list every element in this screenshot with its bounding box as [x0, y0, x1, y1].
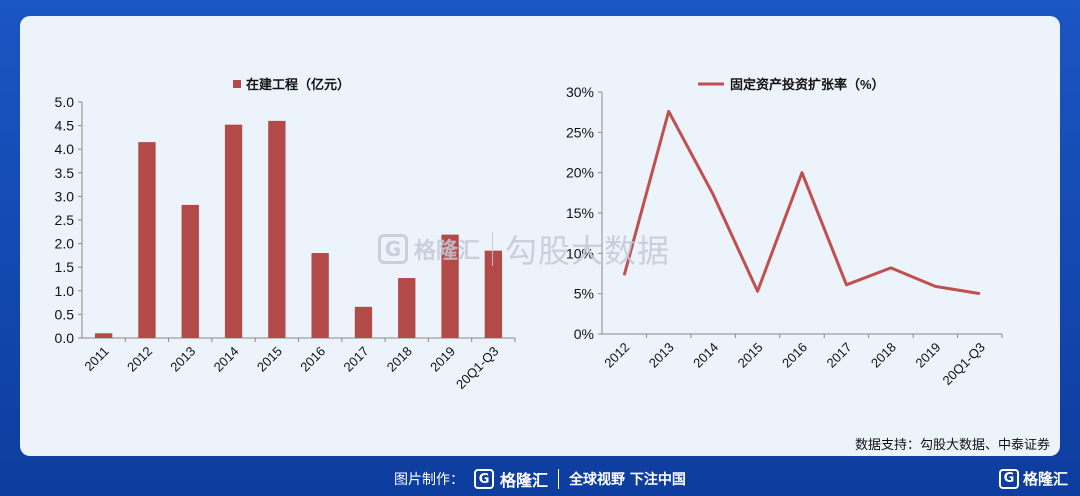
bar-2015 — [268, 120, 286, 338]
footer-logo-icon: G — [474, 469, 495, 489]
x-tick-label: 2013 — [646, 340, 677, 371]
y-tick-label: 4.0 — [55, 141, 75, 157]
x-tick-label: 2011 — [81, 344, 111, 374]
y-tick-label: 10% — [566, 245, 594, 261]
x-tick-label: 2017 — [824, 340, 855, 371]
line-chart: 0% 5% 10% 15% 20% 25% 30% 2012 2013 2014 2015 2016 2… — [566, 77, 1003, 388]
y-tick-label: 0.0 — [55, 330, 75, 346]
y-tick-label: 25% — [566, 124, 594, 140]
x-tick-label: 20Q1-Q3 — [939, 340, 987, 388]
bar-2016 — [311, 253, 329, 338]
x-tick-label: 2012 — [601, 340, 632, 371]
y-tick-label: 20% — [566, 165, 594, 181]
x-tick-label: 2013 — [167, 344, 198, 375]
watermark: G 格隆汇 勾股大数据 — [378, 226, 670, 272]
corner-brand: G 格隆汇 — [998, 468, 1068, 489]
y-tick-label: 30% — [566, 84, 594, 100]
bar-2014 — [224, 124, 243, 338]
data-point-2012 — [623, 274, 625, 276]
corner-logo-icon: G — [998, 468, 1019, 489]
x-tick-label: 2016 — [779, 340, 810, 371]
bar-2012 — [138, 142, 156, 338]
y-tick-label: 2.0 — [55, 236, 75, 252]
x-tick-label: 2015 — [735, 340, 766, 371]
x-tick-label: 2012 — [124, 344, 155, 375]
x-tick-label: 2017 — [341, 344, 372, 375]
data-point-2016 — [801, 172, 803, 174]
x-tick-label: 20Q1-Q3 — [453, 344, 501, 392]
data-point-2019 — [934, 285, 936, 287]
bar-2017 — [354, 306, 373, 338]
bar-chart: 0.0 0.5 1.0 1.5 2.0 2.5 3.0 3.5 4.0 4.5 5.0 2011 201… — [55, 77, 516, 392]
data-point-20Q1-Q3 — [979, 293, 981, 295]
legend-label: 固定资产投资扩张率（%） — [730, 77, 885, 92]
x-tick-label: 2018 — [384, 344, 415, 375]
source-note: 数据支持：勾股大数据、中泰证券 — [854, 438, 1050, 453]
series-line — [622, 109, 981, 296]
x-tick-label: 2014 — [211, 344, 242, 375]
watermark-brand: 格隆汇 — [414, 239, 481, 264]
y-tick-label: 0% — [574, 326, 594, 342]
corner-brand-text: 格隆汇 — [1022, 470, 1068, 488]
y-tick-label: 0.5 — [55, 306, 75, 322]
bar-20Q1-Q3 — [484, 250, 503, 338]
y-tick-label: 1.5 — [55, 259, 75, 275]
watermark-logo-icon: G — [378, 234, 408, 264]
data-point-2017 — [845, 284, 847, 286]
data-point-2014 — [712, 193, 714, 195]
y-tick-label: 4.5 — [55, 118, 75, 134]
bar-2013 — [181, 204, 199, 338]
x-tick-label: 2016 — [297, 344, 328, 375]
footer-brand: 格隆汇 — [500, 471, 549, 490]
x-tick-label: 2015 — [254, 344, 285, 375]
footer-slogan: 全球视野 下注中国 — [569, 472, 686, 488]
data-point-2015 — [757, 290, 759, 292]
y-tick-label: 5.0 — [55, 94, 75, 110]
watermark-divider — [492, 232, 494, 266]
footer-credit-label: 图片制作： — [394, 472, 465, 488]
x-tick-label: 2014 — [690, 340, 721, 371]
footer-divider — [558, 469, 560, 489]
data-point-2018 — [890, 267, 892, 269]
y-tick-label: 5% — [574, 286, 594, 302]
data-point-2013 — [668, 110, 670, 112]
y-tick-label: 15% — [566, 205, 594, 221]
footer: 图片制作： G 格隆汇 全球视野 下注中国 — [0, 462, 1080, 496]
bar-2019 — [441, 234, 459, 338]
bar-2018 — [398, 278, 416, 338]
bar-2011 — [94, 333, 113, 338]
y-tick-label: 3.5 — [55, 165, 75, 181]
x-tick-label: 2019 — [427, 344, 458, 375]
legend-label: 在建工程（亿元） — [246, 77, 350, 92]
x-tick-label: 2018 — [868, 340, 899, 371]
y-tick-label: 3.0 — [55, 188, 75, 204]
y-tick-label: 2.5 — [55, 212, 75, 228]
y-tick-label: 1.0 — [55, 283, 75, 299]
legend-swatch — [233, 80, 241, 88]
x-tick-label: 2019 — [912, 340, 943, 371]
watermark-text: 勾股大数据 — [505, 232, 671, 270]
